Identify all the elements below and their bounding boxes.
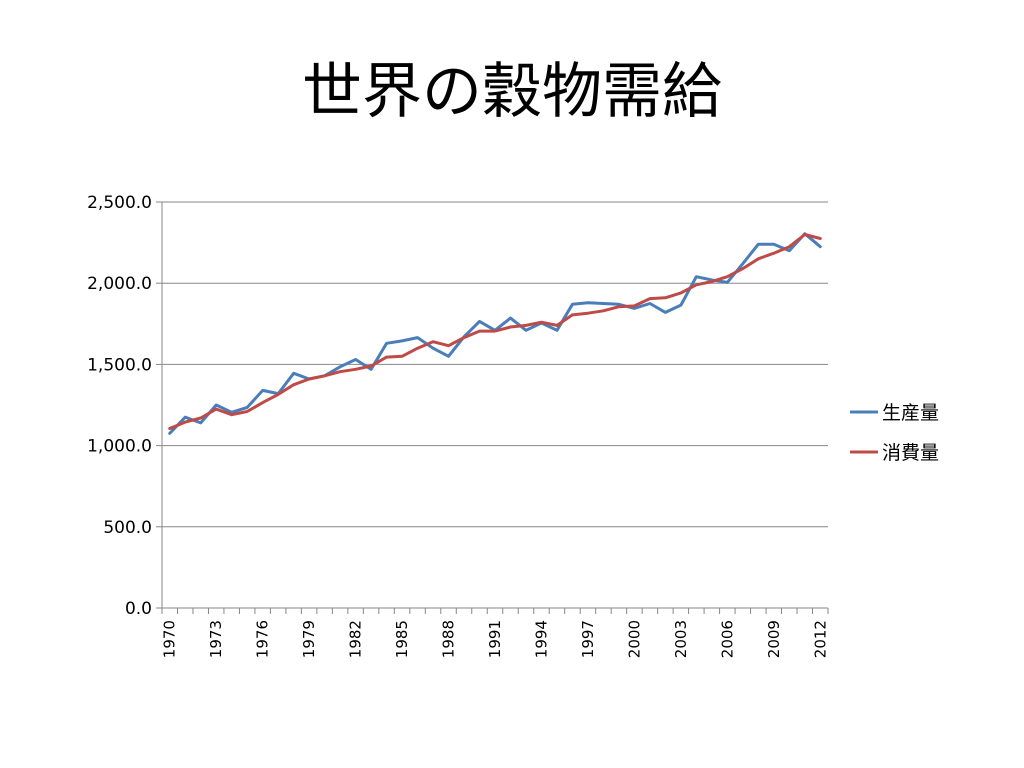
y-tick-label: 1,500.0 xyxy=(87,355,152,375)
x-tick-label: 2012 xyxy=(811,620,829,658)
x-tick-label: 1991 xyxy=(486,620,504,658)
series-line-2 xyxy=(168,233,822,430)
x-tick-label: 1973 xyxy=(207,620,225,658)
x-tick-label: 2006 xyxy=(718,620,736,658)
axes xyxy=(156,201,829,614)
y-tick-label: 2,000.0 xyxy=(87,274,152,294)
x-tick-label: 2009 xyxy=(765,620,783,658)
x-tick-label: 1976 xyxy=(254,620,272,658)
x-tick-label: 1979 xyxy=(300,620,318,658)
x-tick-label: 1994 xyxy=(532,620,550,658)
y-tick-label: 2,500.0 xyxy=(87,193,152,213)
y-tick-label: 1,000.0 xyxy=(87,437,152,457)
x-axis-tick-labels: 1970 1973 1976 1979 1982 1985 1988 1991 1994 1997… xyxy=(161,620,830,658)
x-tick-label: 1997 xyxy=(579,620,597,658)
x-tick-label: 2000 xyxy=(625,620,643,658)
x-tick-label: 1985 xyxy=(393,620,411,658)
x-tick-label: 1982 xyxy=(347,620,365,658)
x-tick-label: 2003 xyxy=(672,620,690,658)
slide-title: 世界の穀物需給 xyxy=(302,57,722,127)
y-tick-label: 500.0 xyxy=(103,518,152,538)
x-tick-label: 1988 xyxy=(440,620,458,658)
x-tick-label: 1970 xyxy=(161,620,179,658)
series-lines xyxy=(168,232,822,435)
series-line-1 xyxy=(168,232,822,435)
legend-label-2: 消費量 xyxy=(882,442,939,464)
y-tick-label: 0.0 xyxy=(125,599,152,619)
y-axis-tick-labels: 0.0 500.0 1,000.0 1,500.0 2,000.0 2,500.0 xyxy=(87,193,152,619)
gridlines xyxy=(162,201,828,528)
legend-label-1: 生産量 xyxy=(882,402,939,424)
